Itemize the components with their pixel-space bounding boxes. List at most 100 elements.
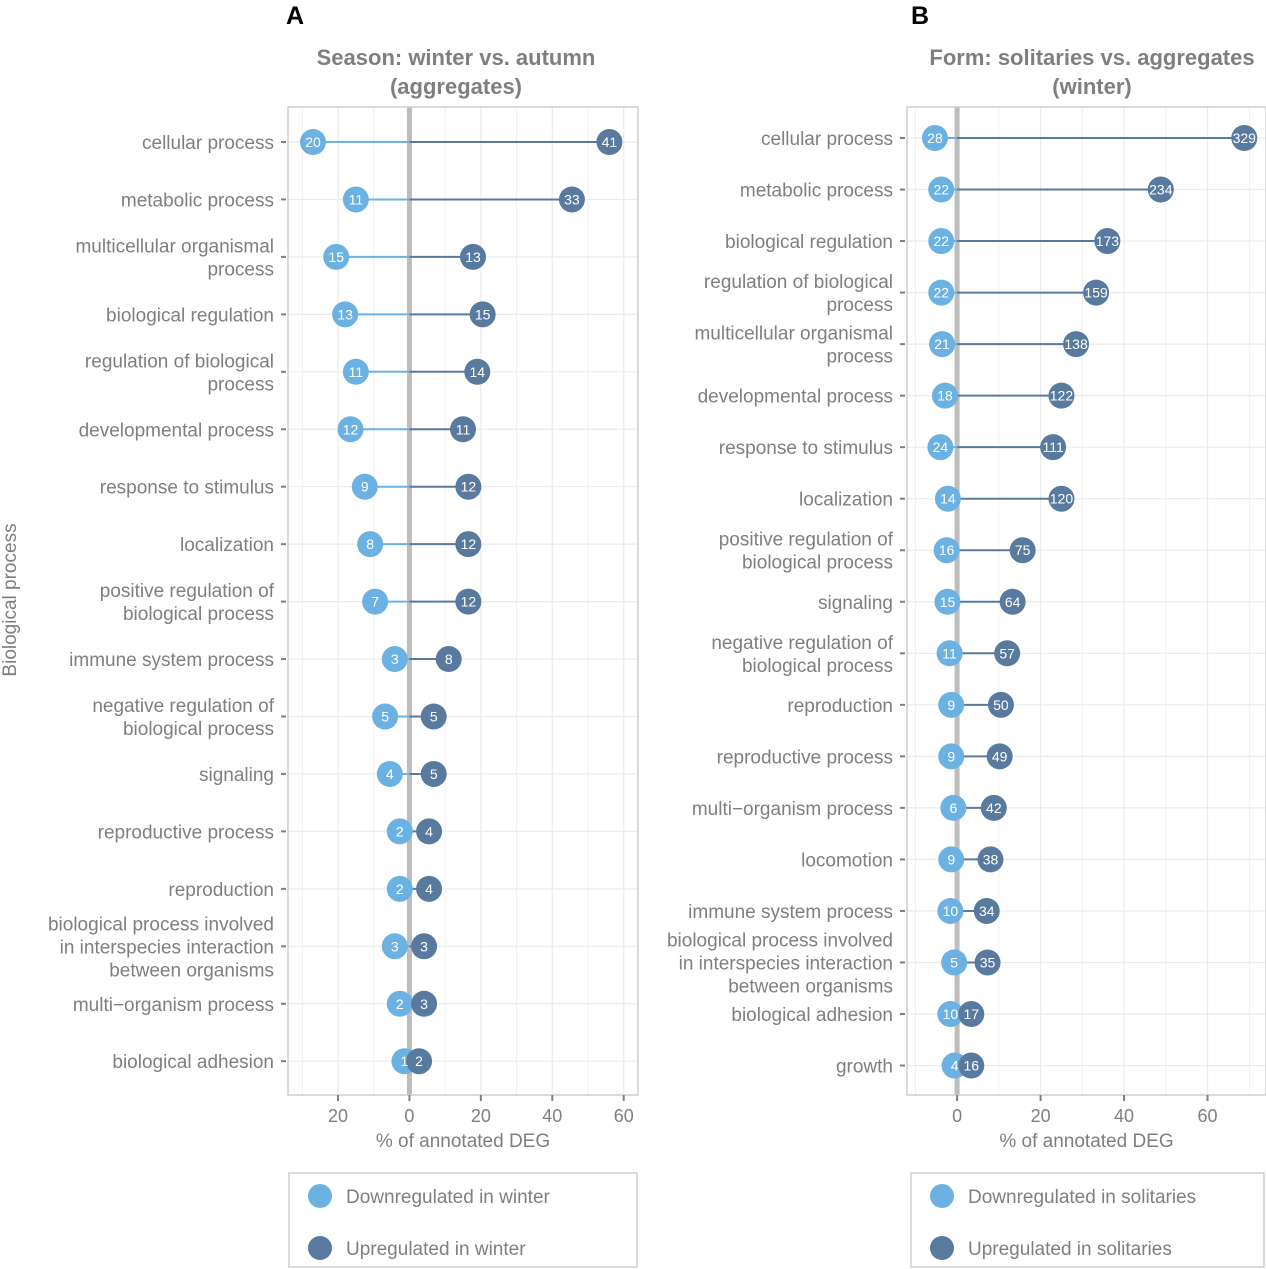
- up-count-label: 42: [986, 800, 1002, 816]
- category-row: 9 38: [938, 846, 1004, 873]
- up-count-label: 57: [999, 645, 1015, 661]
- category-row: 13 15: [332, 301, 496, 328]
- down-count-label: 18: [937, 388, 953, 404]
- down-count-label: 15: [940, 594, 956, 610]
- category-label: negative regulation of: [92, 696, 274, 717]
- down-point: [928, 228, 955, 255]
- down-count-label: 6: [949, 800, 957, 816]
- down-point: [937, 897, 964, 924]
- x-tick-label: 60: [1198, 1106, 1218, 1126]
- category-row: 24 111: [927, 434, 1067, 461]
- up-point: [974, 949, 1001, 976]
- down-count-label: 28: [927, 130, 943, 146]
- category-label: multicellular organismal: [694, 324, 893, 345]
- up-point: [973, 897, 1000, 924]
- x-axis-title: % of annotated DEG: [376, 1131, 550, 1152]
- down-count-label: 2: [396, 996, 404, 1012]
- x-tick-label: 0: [404, 1106, 414, 1126]
- up-count-label: 122: [1050, 388, 1074, 404]
- up-point: [986, 743, 1013, 770]
- legend-up-swatch: [308, 1236, 332, 1260]
- category-label: metabolic process: [740, 181, 893, 202]
- up-point: [558, 186, 585, 213]
- chart-title-line-2: (winter): [1052, 74, 1131, 99]
- down-count-label: 16: [939, 542, 955, 558]
- down-count-label: 10: [943, 1006, 959, 1022]
- up-point: [1231, 125, 1258, 151]
- category-row: 8 12: [357, 531, 482, 558]
- down-point: [362, 588, 389, 615]
- legend-down-label: Downregulated in solitaries: [968, 1187, 1196, 1208]
- category-row: 15 64: [934, 588, 1026, 615]
- up-count-label: 5: [430, 766, 438, 782]
- category-label: process: [207, 374, 274, 395]
- down-point: [337, 416, 364, 443]
- down-count-label: 20: [305, 134, 321, 150]
- down-count-label: 7: [371, 594, 379, 610]
- down-point: [928, 279, 955, 306]
- up-point: [987, 691, 1014, 718]
- up-count-label: 34: [979, 903, 995, 919]
- down-count-label: 11: [942, 645, 957, 661]
- category-row: 22 173: [928, 228, 1121, 255]
- x-tick-label: 40: [542, 1106, 562, 1126]
- down-point: [938, 846, 965, 873]
- category-label: negative regulation of: [711, 633, 893, 654]
- down-point: [357, 531, 384, 558]
- up-count-label: 17: [963, 1006, 979, 1022]
- down-point: [386, 875, 413, 902]
- up-count-label: 16: [963, 1058, 979, 1074]
- category-row: 9 50: [938, 691, 1014, 718]
- chart-title-line-2: (aggregates): [390, 74, 522, 99]
- category-label: biological process: [742, 553, 893, 574]
- up-point: [416, 818, 443, 845]
- up-count-label: 15: [475, 306, 491, 322]
- down-point: [342, 186, 369, 213]
- down-count-label: 9: [947, 851, 955, 867]
- category-row: 10 17: [937, 1001, 985, 1028]
- down-count-label: 11: [349, 191, 364, 207]
- category-row: 20 41: [300, 129, 623, 155]
- up-count-label: 41: [602, 134, 618, 150]
- down-point: [940, 794, 967, 821]
- up-point: [1048, 382, 1075, 409]
- down-point: [937, 1001, 964, 1028]
- down-count-label: 9: [947, 748, 955, 764]
- up-count-label: 11: [456, 421, 471, 437]
- up-count-label: 3: [420, 938, 428, 954]
- down-count-label: 22: [933, 233, 949, 249]
- plot-border: [906, 106, 1266, 1096]
- plot-border: [287, 106, 639, 1096]
- category-label: immune system process: [688, 902, 893, 923]
- panel-letter: B: [911, 2, 929, 30]
- x-tick-label: 20: [471, 1106, 491, 1126]
- category-label: process: [207, 259, 274, 280]
- down-point: [931, 382, 958, 409]
- category-row: 11 57: [936, 640, 1021, 667]
- up-point: [435, 646, 462, 673]
- up-count-label: 12: [461, 594, 477, 610]
- category-row: 9 49: [938, 743, 1013, 770]
- legend-box: [910, 1172, 1265, 1268]
- category-row: 21 138: [929, 331, 1090, 358]
- category-label: in interspecies interaction: [679, 953, 893, 974]
- down-count-label: 1: [401, 1053, 409, 1069]
- category-label: response to stimulus: [100, 478, 274, 499]
- category-row: 15 13: [323, 243, 486, 270]
- legend-up-label: Upregulated in winter: [346, 1239, 526, 1260]
- category-label: localization: [799, 490, 893, 511]
- category-label: response to stimulus: [719, 438, 893, 459]
- category-label: reproduction: [168, 880, 274, 901]
- category-label: immune system process: [69, 650, 274, 671]
- x-tick-label: 60: [614, 1106, 634, 1126]
- category-label: biological adhesion: [731, 1005, 893, 1026]
- category-label: positive regulation of: [719, 530, 894, 551]
- category-label: localization: [180, 535, 274, 556]
- category-row: 12 11: [337, 416, 476, 443]
- up-count-label: 49: [992, 748, 1008, 764]
- up-point: [1083, 279, 1110, 306]
